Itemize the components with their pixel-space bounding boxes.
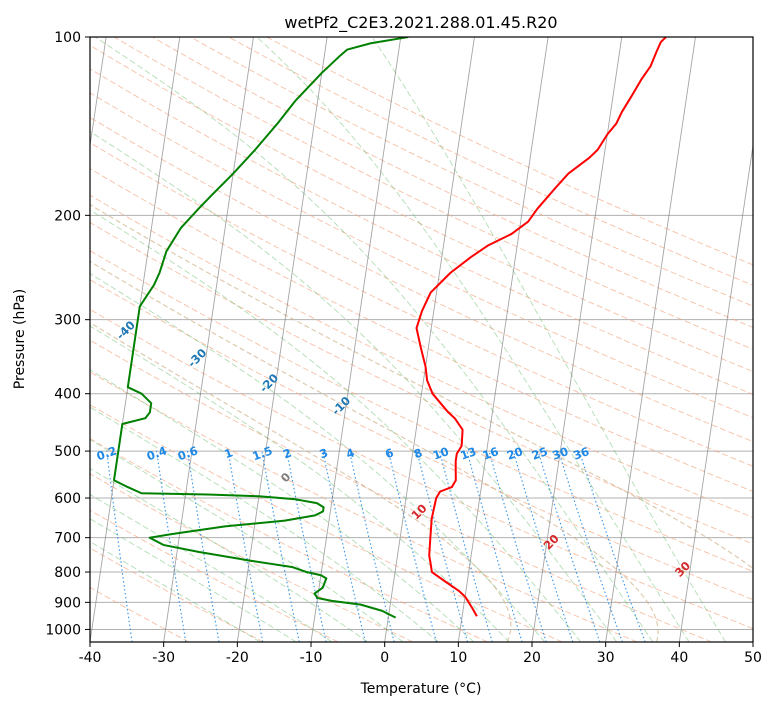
moist-adiabat-line <box>90 272 546 642</box>
profile-series <box>113 37 667 619</box>
y-tick-label: 800 <box>54 565 81 581</box>
dry-adiabat-line <box>90 168 753 492</box>
x-tick-label: -10 <box>300 650 323 666</box>
x-tick-label: 20 <box>523 650 541 666</box>
y-tick-label: 400 <box>54 387 81 403</box>
x-axis: -40 -30 -20 -10 0 10 20 30 40 50 <box>79 642 762 666</box>
mixing-ratio-label: 0.2 <box>95 443 119 463</box>
dry-adiabat-line <box>90 371 638 642</box>
dry-adiabat-line <box>90 194 753 518</box>
moist-adiabat-line <box>90 541 261 642</box>
y-tick-label: 200 <box>54 208 81 224</box>
temperature-profile-line <box>415 37 667 617</box>
dry-adiabat-line <box>90 279 753 601</box>
mixing-ratio-label: 16 <box>481 444 501 463</box>
isentrope-line <box>90 260 659 642</box>
isotherm-line <box>163 37 254 642</box>
x-tick-label: -20 <box>226 650 249 666</box>
x-tick-label: 40 <box>670 650 688 666</box>
mixing-ratio-line <box>512 450 574 642</box>
mixing-ratio-line <box>466 450 523 642</box>
y-axis: 100 200 300 400 500 600 700 800 900 1000 <box>45 30 90 638</box>
mixing-ratio-label: 0.4 <box>145 443 169 463</box>
moist-adiabat-line <box>94 37 654 642</box>
mixing-ratio-label: 13 <box>458 444 478 463</box>
dewpoint-profile-line <box>113 37 409 619</box>
plot-content: 0.20.40.611.52346810131620253036-100-90-… <box>90 37 753 642</box>
mixing-ratio-line <box>578 450 646 642</box>
dry-adiabat-line <box>90 116 753 443</box>
chart-title: wetPf2_C2E3.2021.288.01.45.R20 <box>284 13 557 33</box>
dry-adiabat-line <box>228 37 753 286</box>
mixing-ratio-line <box>416 450 469 642</box>
x-tick-label: 50 <box>744 650 762 666</box>
mixing-ratio-line <box>557 450 623 642</box>
y-tick-label: 700 <box>54 531 81 547</box>
moist-adiabat-line <box>90 131 618 642</box>
moist-adiabat-line <box>90 406 439 642</box>
y-tick-label: 300 <box>54 313 81 329</box>
plot-area-background <box>90 37 753 642</box>
mixing-ratio-label: 25 <box>530 444 550 463</box>
mixing-ratio-label: 36 <box>571 444 591 463</box>
isotherm-line <box>236 37 328 642</box>
isentrope-line <box>90 321 512 642</box>
moist-adiabat-line <box>90 439 404 642</box>
moist-adiabat-line <box>90 369 475 642</box>
mixing-ratio-line <box>387 450 437 642</box>
dry-adiabat-line <box>90 222 753 545</box>
dry-adiabat-line <box>152 37 753 328</box>
moist-adiabat-line <box>90 467 368 642</box>
mixing-ratio-line <box>537 450 601 642</box>
x-tick-label: -40 <box>79 650 102 666</box>
mixing-ratio-line <box>286 450 327 642</box>
dry-adiabat-line <box>90 404 563 642</box>
y-tick-label: 600 <box>54 491 81 507</box>
mixing-ratio-line <box>322 450 366 642</box>
x-tick-label: 30 <box>597 650 615 666</box>
plot-frame <box>89 36 754 643</box>
mixing-ratio-label: 1.5 <box>250 443 274 463</box>
mixing-ratio-label: 20 <box>505 444 525 463</box>
mixing-ratio-label: 0.6 <box>176 443 200 463</box>
moist-adiabat-line <box>90 209 582 642</box>
mixing-ratio-line <box>261 451 300 642</box>
y-axis-label: Pressure (hPa) <box>12 289 28 389</box>
isotherm-line <box>384 37 475 642</box>
dry-adiabat-line <box>90 308 753 630</box>
mixing-ratio-label: 30 <box>550 444 570 463</box>
dry-adiabat-line <box>90 438 488 642</box>
dry-adiabat-line <box>90 68 753 395</box>
isotherm-line <box>531 37 623 642</box>
x-tick-label: -30 <box>152 650 175 666</box>
moist-adiabat-line <box>371 37 726 642</box>
isotherm-line <box>605 37 696 642</box>
x-tick-label: 10 <box>449 650 467 666</box>
moist-adiabat-line <box>256 37 690 642</box>
x-axis-label: Temperature (°C) <box>360 681 482 697</box>
y-tick-label: 100 <box>54 30 81 46</box>
isotherm-line <box>90 37 107 149</box>
isentrope-line <box>90 203 753 570</box>
dry-adiabat-line <box>90 44 753 372</box>
y-tick-label: 1000 <box>45 622 81 638</box>
mixing-ratio-label: 10 <box>431 444 451 463</box>
isotherm-line <box>457 37 549 642</box>
isotherm-line <box>678 142 753 642</box>
x-tick-label: 0 <box>380 650 389 666</box>
isotherm-line <box>310 37 402 642</box>
isentrope-lines <box>90 203 753 642</box>
dry-adiabat-line <box>90 509 339 642</box>
dry-adiabat-line <box>90 547 264 642</box>
mixing-ratio-line <box>488 450 547 642</box>
y-tick-label: 900 <box>54 595 81 611</box>
y-tick-label: 500 <box>54 444 81 460</box>
